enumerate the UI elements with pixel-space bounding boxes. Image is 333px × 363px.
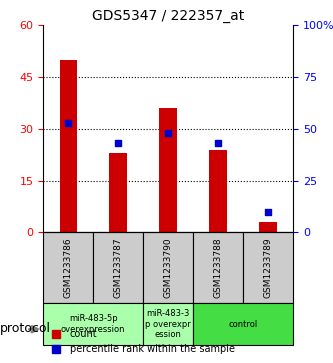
Bar [110,153,127,232]
Point [215,140,221,146]
Bar [160,108,177,232]
Text: miR-483-3
p overexpr
ession: miR-483-3 p overexpr ession [145,309,191,339]
FancyBboxPatch shape [193,303,293,345]
Bar [60,60,77,232]
FancyBboxPatch shape [143,303,193,345]
Legend: count, percentile rank within the sample: count, percentile rank within the sample [48,326,238,358]
Text: GSM1233790: GSM1233790 [164,238,173,298]
Bar [209,150,227,232]
FancyBboxPatch shape [43,232,93,303]
FancyBboxPatch shape [243,232,293,303]
Point [166,130,171,136]
Text: miR-483-5p
overexpression: miR-483-5p overexpression [61,314,126,334]
FancyBboxPatch shape [93,232,143,303]
Point [116,140,121,146]
Bar [259,222,277,232]
Text: GSM1233789: GSM1233789 [263,238,273,298]
Text: protocol: protocol [0,322,51,335]
Text: control: control [228,320,258,329]
Text: GSM1233788: GSM1233788 [213,238,223,298]
FancyBboxPatch shape [193,232,243,303]
Title: GDS5347 / 222357_at: GDS5347 / 222357_at [92,9,244,23]
Text: GSM1233786: GSM1233786 [64,238,73,298]
Point [66,120,71,126]
FancyBboxPatch shape [43,303,143,345]
Point [265,209,271,215]
Text: GSM1233787: GSM1233787 [114,238,123,298]
FancyBboxPatch shape [143,232,193,303]
